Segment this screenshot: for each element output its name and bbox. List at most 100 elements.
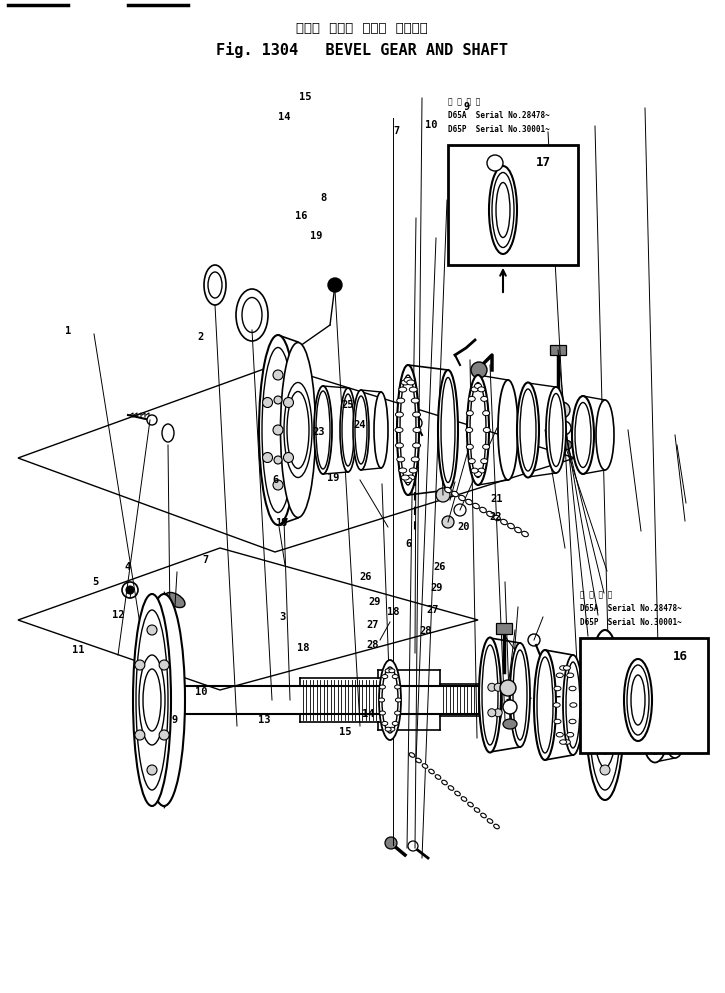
Ellipse shape (498, 380, 518, 480)
Text: 10: 10 (425, 120, 437, 130)
Ellipse shape (143, 669, 161, 731)
Text: 28: 28 (420, 626, 432, 636)
Ellipse shape (560, 665, 567, 670)
Ellipse shape (478, 468, 485, 473)
Ellipse shape (549, 393, 563, 467)
Ellipse shape (382, 667, 398, 733)
Ellipse shape (481, 459, 488, 464)
Text: 26: 26 (434, 562, 447, 572)
Ellipse shape (566, 662, 580, 748)
Text: 12: 12 (112, 610, 124, 620)
Ellipse shape (397, 365, 419, 495)
Ellipse shape (316, 391, 330, 469)
Circle shape (487, 155, 503, 171)
Circle shape (471, 362, 487, 378)
Circle shape (274, 456, 282, 464)
Text: 6: 6 (273, 475, 279, 485)
Ellipse shape (471, 468, 478, 473)
Ellipse shape (474, 807, 480, 812)
Ellipse shape (389, 727, 395, 731)
Text: 18: 18 (297, 643, 310, 653)
Bar (448, 145, 578, 265)
Ellipse shape (481, 813, 486, 818)
Text: 23: 23 (312, 427, 326, 437)
Text: D65A  Serial No.28478~: D65A Serial No.28478~ (448, 111, 550, 120)
Ellipse shape (686, 693, 708, 751)
Text: 5: 5 (92, 577, 98, 587)
Ellipse shape (392, 674, 398, 678)
Text: 8: 8 (281, 518, 287, 528)
Circle shape (488, 709, 496, 717)
Ellipse shape (389, 668, 395, 672)
Ellipse shape (382, 674, 388, 678)
Circle shape (554, 402, 570, 418)
Ellipse shape (395, 412, 403, 417)
Ellipse shape (143, 594, 185, 806)
Text: 17: 17 (276, 518, 289, 528)
Ellipse shape (400, 375, 416, 485)
Ellipse shape (413, 428, 421, 433)
Circle shape (122, 582, 138, 598)
Text: Fig. 1304   BEVEL GEAR AND SHAFT: Fig. 1304 BEVEL GEAR AND SHAFT (216, 42, 508, 58)
Ellipse shape (394, 711, 401, 715)
Ellipse shape (410, 468, 418, 473)
Ellipse shape (474, 383, 481, 388)
Text: 7: 7 (203, 555, 209, 565)
Ellipse shape (379, 685, 386, 689)
Ellipse shape (492, 173, 514, 247)
Ellipse shape (401, 380, 409, 385)
Ellipse shape (487, 818, 493, 823)
Ellipse shape (465, 499, 473, 504)
Text: 19: 19 (327, 473, 339, 483)
Ellipse shape (554, 719, 561, 724)
Text: D65P  Serial No.30001~: D65P Serial No.30001~ (448, 125, 550, 134)
Ellipse shape (501, 519, 508, 524)
Circle shape (610, 738, 621, 748)
Ellipse shape (662, 682, 688, 758)
Circle shape (488, 683, 496, 691)
Ellipse shape (563, 665, 571, 670)
Ellipse shape (490, 676, 500, 724)
Text: 2: 2 (198, 332, 204, 342)
Ellipse shape (468, 802, 473, 806)
Ellipse shape (567, 733, 573, 737)
Ellipse shape (589, 640, 621, 790)
Text: 19: 19 (310, 231, 322, 241)
Ellipse shape (563, 740, 571, 745)
Ellipse shape (399, 468, 407, 473)
Ellipse shape (382, 722, 388, 726)
Ellipse shape (428, 770, 434, 774)
Circle shape (528, 634, 540, 646)
Text: 7: 7 (394, 126, 400, 136)
Ellipse shape (397, 398, 405, 403)
Text: D65A  Serial No.28478~: D65A Serial No.28478~ (580, 604, 681, 613)
Ellipse shape (510, 643, 530, 747)
Ellipse shape (397, 457, 405, 462)
Ellipse shape (353, 390, 369, 470)
Text: 15: 15 (339, 727, 351, 737)
Ellipse shape (204, 265, 226, 305)
Ellipse shape (546, 387, 566, 473)
Ellipse shape (401, 475, 409, 480)
Ellipse shape (379, 660, 401, 740)
Ellipse shape (481, 396, 488, 401)
Ellipse shape (259, 335, 297, 525)
Ellipse shape (162, 424, 174, 442)
Text: D65P  Serial No.30001~: D65P Serial No.30001~ (580, 618, 681, 627)
Circle shape (600, 655, 610, 665)
Ellipse shape (392, 722, 398, 726)
Text: 27: 27 (427, 605, 439, 615)
Circle shape (135, 660, 145, 670)
Circle shape (494, 683, 502, 691)
Ellipse shape (281, 343, 315, 517)
Text: 16: 16 (673, 649, 687, 662)
Ellipse shape (593, 662, 617, 768)
Ellipse shape (455, 791, 460, 795)
Bar (550, 345, 566, 355)
Bar (580, 638, 708, 753)
Ellipse shape (596, 676, 614, 754)
Ellipse shape (442, 780, 447, 784)
Text: 8: 8 (321, 193, 327, 203)
Ellipse shape (133, 594, 171, 806)
Ellipse shape (407, 380, 415, 385)
